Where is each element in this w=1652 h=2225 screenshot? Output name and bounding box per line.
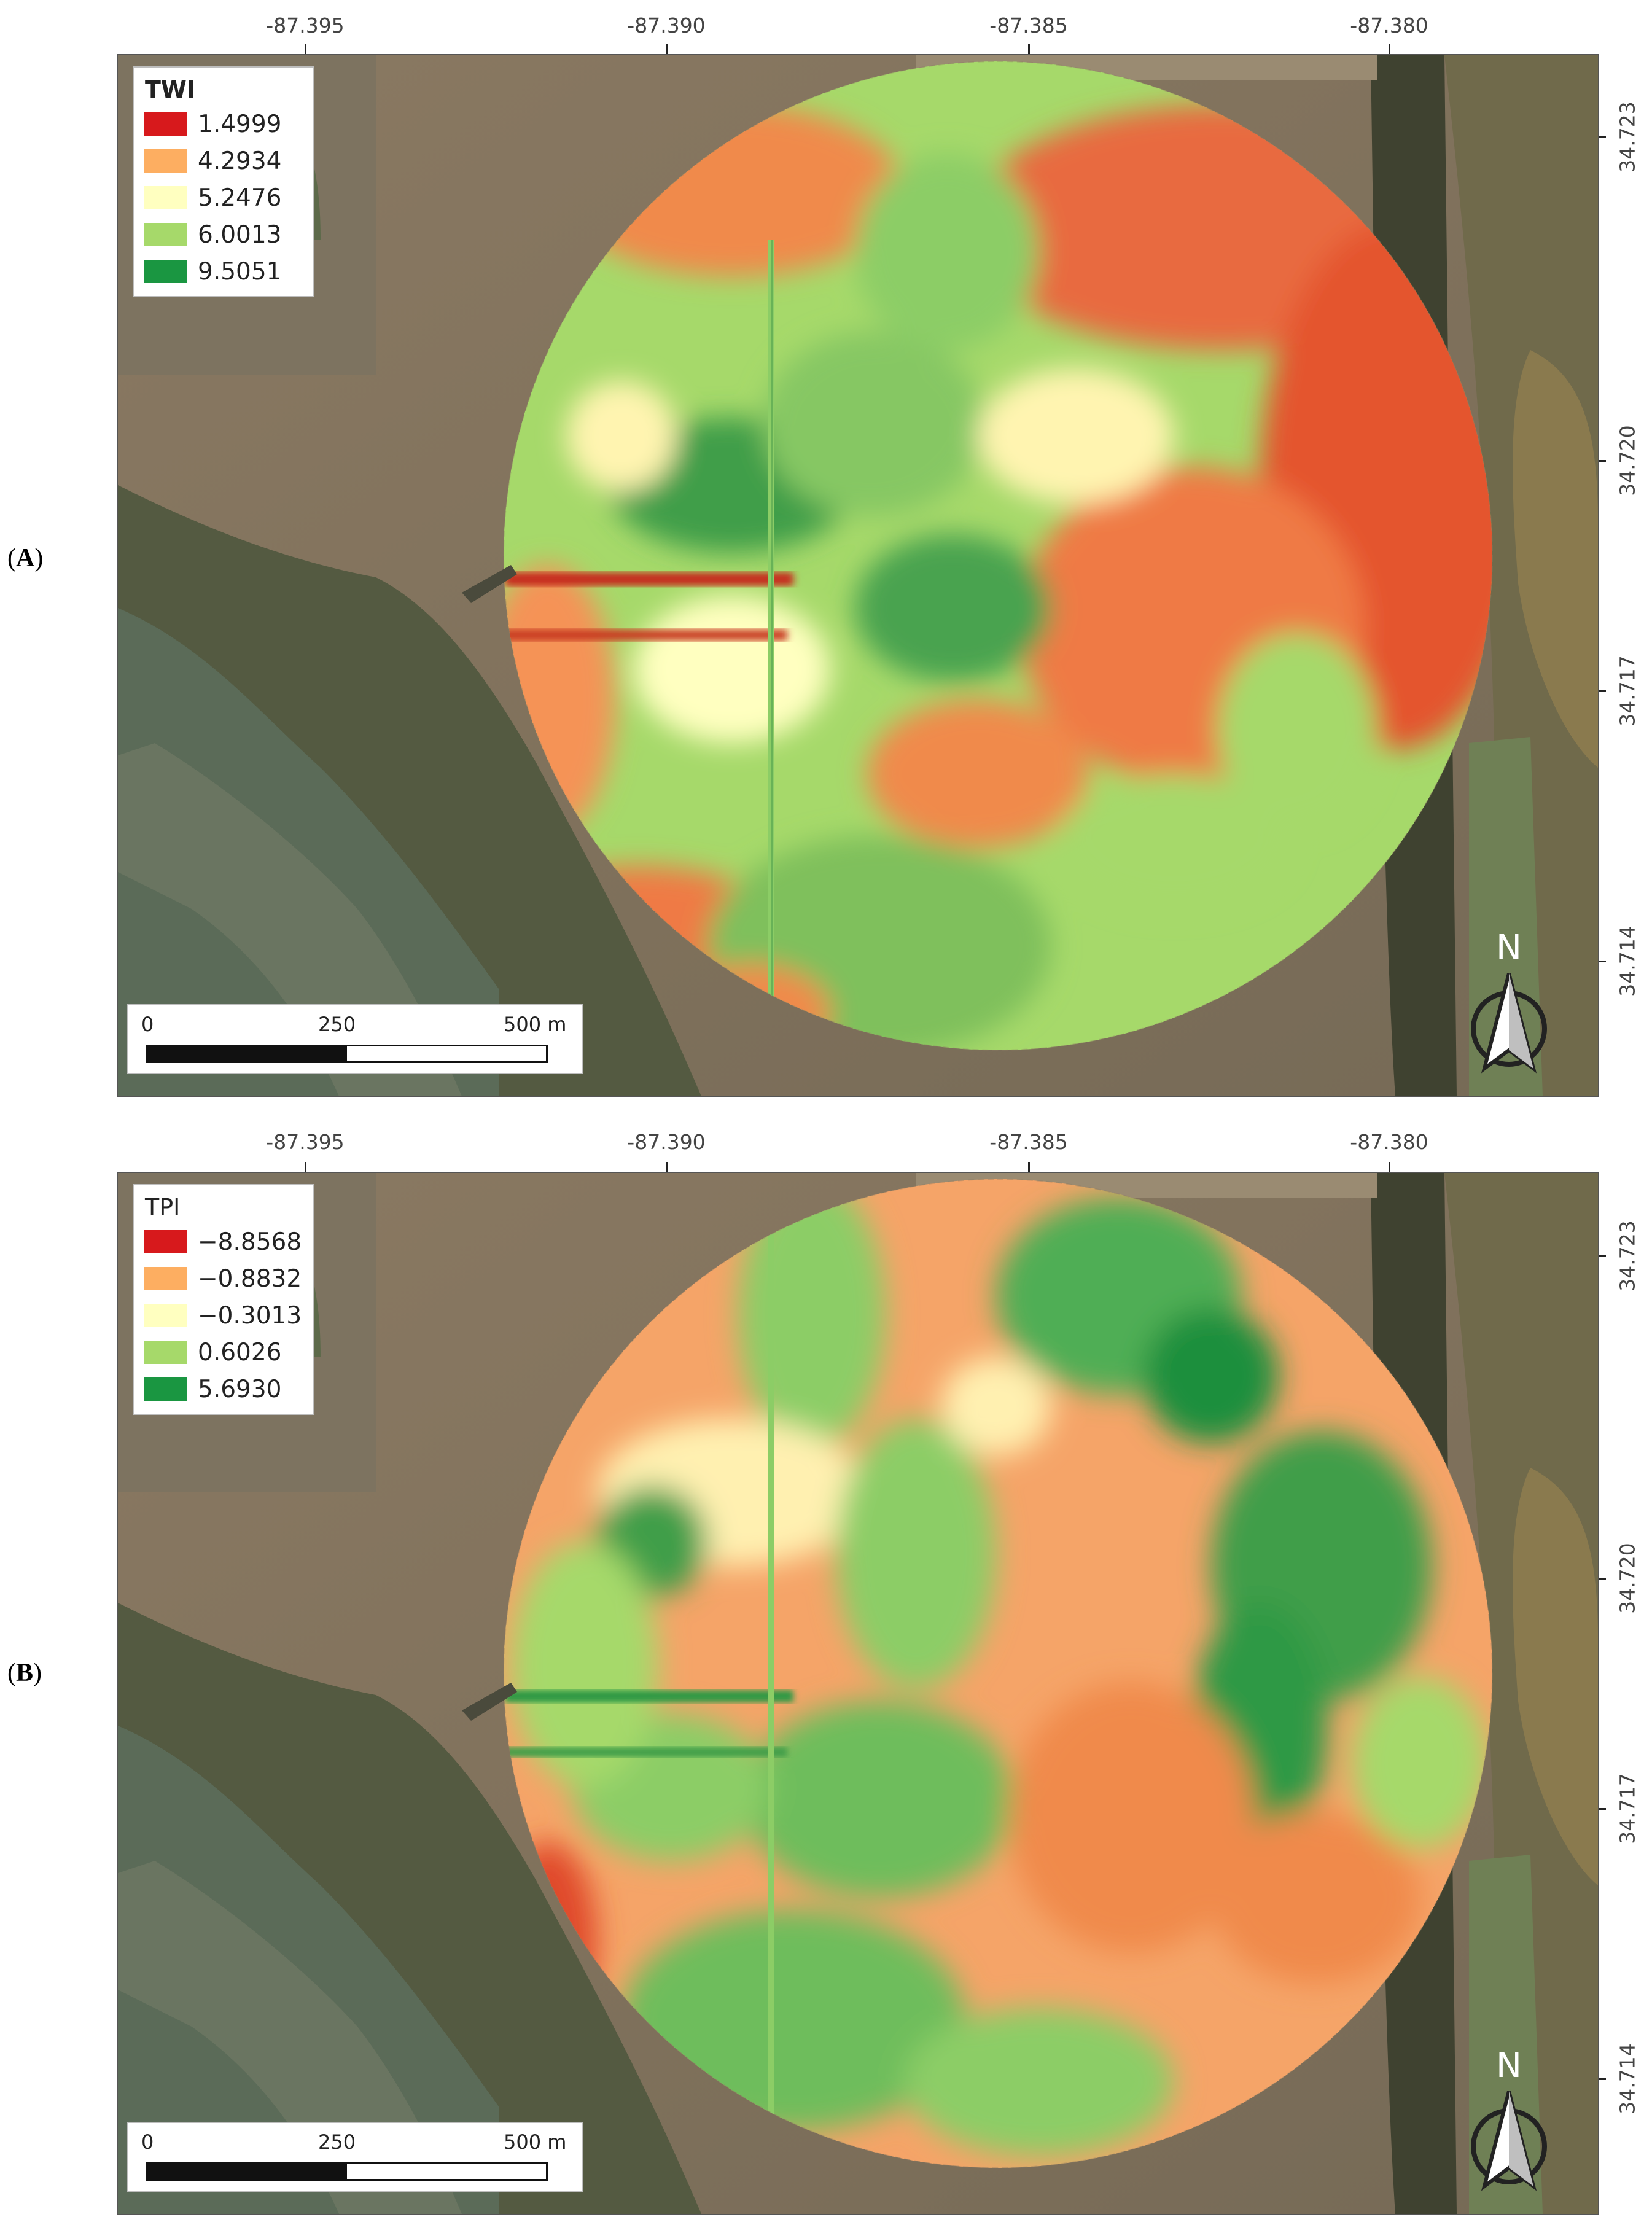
tick-mark [1596, 961, 1606, 962]
longitude-label: -87.380 [1350, 1130, 1428, 1154]
scale-label: 250 [318, 1013, 356, 1036]
legend-swatch [144, 1377, 187, 1401]
scale-label: 500 m [504, 2130, 567, 2154]
longitude-label: -87.395 [266, 14, 345, 37]
legend-label: 5.6930 [198, 1375, 282, 1403]
legend-title: TWI [145, 76, 195, 103]
legend-item: −8.8568 [144, 1223, 303, 1260]
tick-mark [1596, 1255, 1606, 1257]
latitude-label: 34.714 [1615, 2043, 1640, 2114]
legend-title: TPI [145, 1194, 181, 1221]
tick-mark [1389, 44, 1390, 54]
legend-label: 6.0013 [198, 220, 282, 249]
satellite-basemap-tpi [118, 1173, 1598, 2214]
legend-item: −0.8832 [144, 1260, 303, 1297]
scale-label: 0 [141, 2130, 154, 2154]
tick-mark [666, 44, 668, 54]
scale-bar: 0 250 500 m [127, 1004, 583, 1074]
longitude-label: -87.380 [1350, 14, 1428, 37]
scale-label: 0 [141, 1013, 154, 1036]
scale-bar-fill [148, 1046, 347, 1061]
scale-bar-graphic [146, 2162, 548, 2181]
legend-item: 9.5051 [144, 253, 303, 290]
legend-item: 1.4999 [144, 106, 303, 142]
scale-label: 250 [318, 2130, 356, 2154]
legend-swatch [144, 1267, 187, 1290]
legend-swatch [144, 186, 187, 209]
latitude-label: 34.723 [1615, 1220, 1640, 1292]
tick-mark [1596, 2078, 1606, 2080]
legend-item: 4.2934 [144, 142, 303, 179]
tick-mark [1596, 1808, 1606, 1810]
legend-tpi: TPI −8.8568 −0.8832 −0.3013 0.6026 5.693… [133, 1184, 314, 1415]
map-frame-tpi: TPI −8.8568 −0.8832 −0.3013 0.6026 5.693… [117, 1172, 1599, 2215]
legend-label: 4.2934 [198, 147, 282, 175]
north-label: N [1496, 928, 1522, 968]
longitude-label: -87.390 [627, 1130, 706, 1154]
longitude-label: -87.395 [266, 1130, 345, 1154]
tick-mark [666, 1162, 668, 1172]
legend-label: 9.5051 [198, 257, 282, 286]
map-frame-twi: TWI 1.4999 4.2934 5.2476 6.0013 9.5051 [117, 54, 1599, 1097]
panel-label-b: (B) [7, 1659, 42, 1687]
legend-swatch [144, 1230, 187, 1253]
north-arrow: N [1466, 928, 1552, 1084]
scale-bar-graphic [146, 1045, 548, 1063]
legend-label: 5.2476 [198, 184, 282, 212]
legend-swatch [144, 149, 187, 173]
legend-item: 5.6930 [144, 1371, 303, 1408]
tick-mark [1596, 1578, 1606, 1580]
legend-item: 6.0013 [144, 216, 303, 253]
tick-mark [1028, 44, 1030, 54]
longitude-label: -87.385 [989, 14, 1068, 37]
legend-swatch [144, 260, 187, 283]
north-arrow-icon [1471, 973, 1547, 1074]
legend-label: −8.8568 [198, 1228, 302, 1256]
tick-mark [1596, 690, 1606, 692]
tick-mark [305, 44, 306, 54]
north-arrow-icon [1471, 2091, 1547, 2191]
legend-label: −0.8832 [198, 1264, 302, 1293]
latitude-label: 34.717 [1615, 655, 1640, 727]
legend-swatch [144, 223, 187, 246]
legend-item: −0.3013 [144, 1297, 303, 1334]
scale-bar: 0 250 500 m [127, 2122, 583, 2192]
satellite-basemap-twi [118, 55, 1598, 1096]
latitude-label: 34.720 [1615, 425, 1640, 496]
tick-mark [1028, 1162, 1030, 1172]
panel-label-a: (A) [7, 544, 44, 572]
tick-mark [305, 1162, 306, 1172]
tick-mark [1596, 136, 1606, 138]
legend-item: 0.6026 [144, 1334, 303, 1371]
legend-item: 5.2476 [144, 179, 303, 216]
north-label: N [1496, 2046, 1522, 2086]
scale-label: 500 m [504, 1013, 567, 1036]
north-arrow: N [1466, 2046, 1552, 2202]
longitude-label: -87.390 [627, 14, 706, 37]
scale-bar-fill [148, 2164, 347, 2179]
legend-twi: TWI 1.4999 4.2934 5.2476 6.0013 9.5051 [133, 66, 314, 297]
legend-label: 1.4999 [198, 110, 282, 138]
tick-mark [1389, 1162, 1390, 1172]
latitude-label: 34.714 [1615, 925, 1640, 997]
legend-swatch [144, 1304, 187, 1327]
latitude-label: 34.723 [1615, 101, 1640, 173]
latitude-label: 34.720 [1615, 1543, 1640, 1614]
legend-label: −0.3013 [198, 1301, 302, 1330]
legend-swatch [144, 1341, 187, 1364]
legend-swatch [144, 112, 187, 136]
latitude-label: 34.717 [1615, 1773, 1640, 1844]
longitude-label: -87.385 [989, 1130, 1068, 1154]
tick-mark [1596, 460, 1606, 462]
legend-label: 0.6026 [198, 1338, 282, 1366]
